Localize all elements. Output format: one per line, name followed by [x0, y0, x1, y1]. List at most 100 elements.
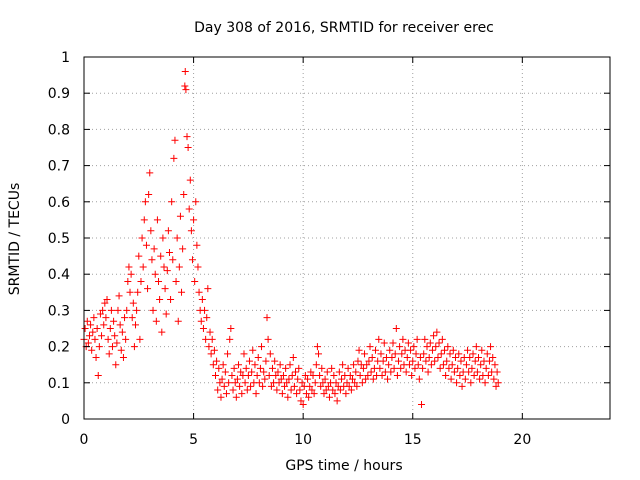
data-point	[241, 379, 249, 387]
data-point	[438, 335, 446, 343]
data-point	[297, 397, 305, 405]
data-point	[348, 375, 356, 383]
data-point	[254, 353, 262, 361]
data-point	[228, 372, 236, 380]
data-point	[236, 382, 244, 390]
data-point	[464, 346, 472, 354]
data-point	[106, 325, 114, 332]
data-point	[90, 314, 98, 322]
data-point	[242, 364, 250, 372]
data-point	[193, 241, 201, 249]
data-point	[163, 267, 171, 275]
data-point	[405, 361, 413, 369]
data-point	[346, 372, 354, 380]
data-point	[353, 382, 361, 390]
data-point	[430, 332, 438, 340]
data-point	[243, 386, 251, 394]
data-point	[328, 364, 336, 372]
grid	[84, 57, 610, 419]
data-point	[312, 361, 320, 369]
data-point	[277, 375, 285, 383]
data-point	[354, 357, 362, 365]
data-point	[112, 361, 120, 369]
data-point	[299, 401, 307, 409]
data-point	[199, 325, 207, 332]
data-point	[121, 314, 129, 322]
data-point	[424, 368, 432, 376]
data-point	[188, 256, 196, 264]
data-point	[415, 375, 423, 383]
data-point	[308, 386, 316, 394]
data-point	[87, 321, 95, 329]
data-point	[439, 361, 447, 369]
data-point	[113, 339, 121, 347]
data-point	[477, 361, 485, 369]
data-point	[369, 375, 377, 383]
data-point	[402, 368, 410, 376]
data-point	[204, 285, 212, 293]
data-point	[92, 353, 100, 361]
data-point	[489, 353, 497, 361]
data-point	[342, 390, 350, 398]
data-point	[469, 350, 477, 358]
data-point	[182, 86, 190, 94]
x-tick-label: 20	[513, 432, 531, 448]
data-point	[93, 325, 101, 332]
data-point	[451, 353, 459, 361]
data-point	[194, 263, 202, 271]
data-point	[411, 364, 419, 372]
data-point	[235, 361, 243, 369]
data-point	[271, 357, 279, 365]
data-point	[160, 263, 168, 271]
data-point	[153, 216, 161, 224]
data-point	[207, 350, 215, 358]
data-point	[393, 372, 401, 380]
data-point	[407, 346, 415, 354]
data-point	[233, 375, 241, 383]
data-point	[212, 372, 219, 380]
data-point	[319, 379, 327, 387]
data-point	[213, 357, 221, 365]
data-point	[181, 82, 189, 90]
data-point	[261, 375, 269, 383]
data-point	[435, 339, 443, 347]
data-point	[232, 393, 240, 401]
data-point	[298, 379, 306, 387]
data-point	[124, 277, 132, 285]
data-point	[244, 372, 252, 380]
data-point	[214, 386, 222, 394]
data-point	[458, 382, 466, 390]
data-point	[138, 234, 146, 242]
data-point	[324, 382, 332, 390]
data-point	[447, 375, 455, 383]
data-point	[294, 375, 302, 383]
y-tick-label: 0.5	[48, 231, 70, 247]
data-point	[446, 350, 454, 358]
data-point	[416, 353, 424, 361]
data-point	[410, 343, 418, 351]
data-point	[347, 386, 355, 394]
data-point	[472, 343, 480, 351]
data-point	[205, 343, 213, 351]
data-point	[375, 335, 383, 343]
data-point	[388, 353, 396, 361]
x-axis-label: GPS time / hours	[285, 458, 402, 474]
data-point	[490, 375, 498, 383]
data-point	[309, 372, 317, 380]
data-point	[215, 364, 223, 372]
data-point	[483, 350, 491, 358]
data-point	[491, 361, 499, 369]
data-point	[172, 277, 180, 285]
data-point	[335, 368, 343, 376]
data-point	[482, 364, 490, 372]
data-point	[282, 364, 290, 372]
data-point	[190, 216, 198, 224]
data-point	[377, 350, 385, 358]
data-point	[105, 350, 113, 358]
data-point	[338, 375, 346, 383]
y-tick-label: 0.2	[48, 340, 70, 356]
data-point	[168, 198, 176, 206]
data-point	[179, 245, 187, 253]
data-point	[84, 339, 92, 347]
